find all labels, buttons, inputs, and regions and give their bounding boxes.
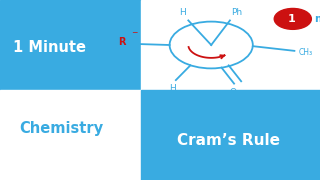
Text: ne: ne [314, 14, 320, 24]
Text: Cram’s Rule: Cram’s Rule [177, 133, 280, 148]
Bar [141, 0, 320, 90]
Text: Chemistry: Chemistry [19, 121, 103, 136]
Text: R: R [118, 37, 125, 47]
Text: 1 Minute: 1 Minute [13, 40, 86, 55]
Bar [0, 0, 141, 90]
Text: 1: 1 [288, 14, 295, 24]
Circle shape [274, 8, 311, 29]
Text: O: O [229, 88, 236, 97]
Text: CH₃: CH₃ [299, 48, 313, 57]
Text: H: H [179, 8, 185, 17]
Text: H: H [170, 84, 176, 93]
Bar [141, 90, 320, 180]
Text: Ph: Ph [231, 8, 242, 17]
Text: −: − [131, 28, 137, 37]
Bar [0, 90, 141, 180]
